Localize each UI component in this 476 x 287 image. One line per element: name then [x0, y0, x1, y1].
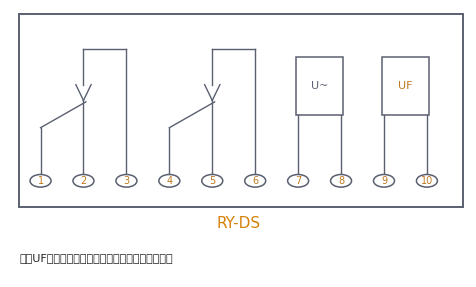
Text: 6: 6 — [252, 176, 258, 186]
Circle shape — [116, 174, 137, 187]
Circle shape — [201, 174, 222, 187]
Circle shape — [287, 174, 308, 187]
Text: UF: UF — [397, 81, 412, 91]
Circle shape — [244, 174, 265, 187]
Circle shape — [30, 174, 51, 187]
Bar — [381, 57, 428, 115]
Text: 7: 7 — [294, 176, 301, 186]
Text: 2: 2 — [80, 176, 87, 186]
Text: 3: 3 — [123, 176, 129, 186]
Circle shape — [373, 174, 394, 187]
Circle shape — [416, 174, 436, 187]
Text: 注：UF为继电器辅助电源，使用时必需长期带电。: 注：UF为继电器辅助电源，使用时必需长期带电。 — [19, 253, 172, 263]
Circle shape — [159, 174, 179, 187]
Bar — [295, 57, 343, 115]
Circle shape — [73, 174, 94, 187]
Text: 10: 10 — [420, 176, 432, 186]
Text: 5: 5 — [208, 176, 215, 186]
Text: U~: U~ — [310, 81, 327, 91]
Text: 1: 1 — [38, 176, 43, 186]
Circle shape — [330, 174, 351, 187]
Bar — [19, 14, 462, 207]
Text: RY-DS: RY-DS — [216, 216, 260, 231]
Text: 4: 4 — [166, 176, 172, 186]
Text: 9: 9 — [380, 176, 386, 186]
Text: 8: 8 — [337, 176, 343, 186]
